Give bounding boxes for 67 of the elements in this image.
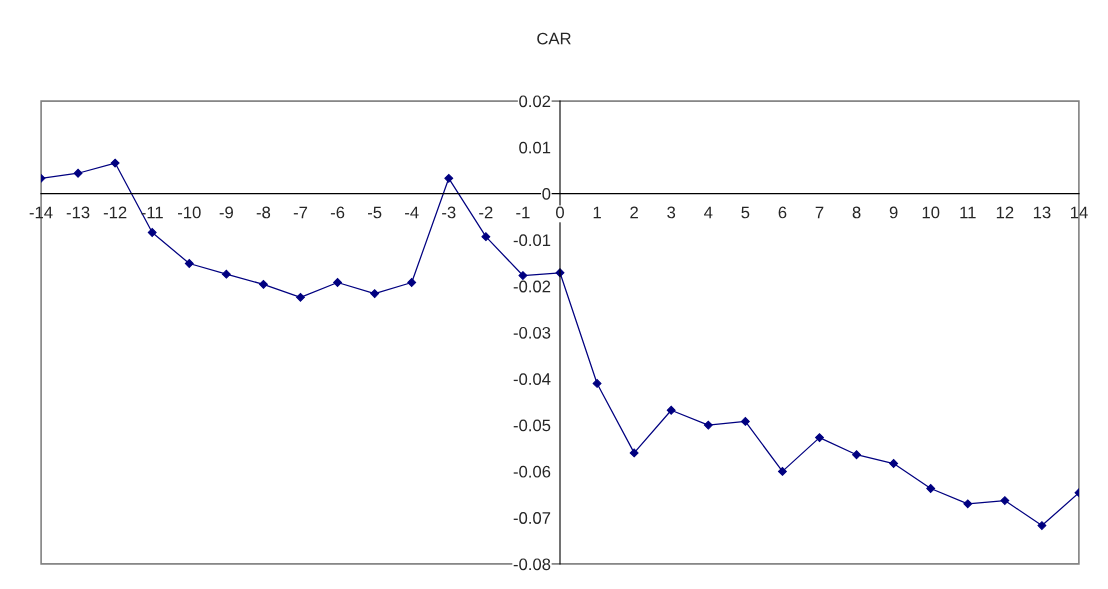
x-tick-label: -8 bbox=[256, 206, 271, 219]
y-tick-label: 0.01 bbox=[519, 141, 551, 154]
x-tick-label: -11 bbox=[141, 206, 163, 219]
x-tick-label: 2 bbox=[630, 206, 638, 219]
y-tick-label: -0.06 bbox=[513, 465, 551, 478]
x-tick-label: 3 bbox=[667, 206, 676, 219]
point bbox=[221, 269, 231, 279]
x-tick-label: 1 bbox=[593, 206, 601, 219]
point bbox=[1000, 496, 1010, 506]
point bbox=[666, 405, 676, 415]
point bbox=[1037, 521, 1047, 531]
x-tick-label: 13 bbox=[1033, 206, 1051, 219]
point bbox=[110, 158, 120, 168]
x-tick-label: -12 bbox=[103, 206, 127, 219]
x-tick-label: -4 bbox=[405, 206, 419, 219]
x-tick-label: -3 bbox=[442, 206, 456, 219]
y-tick-label: -0.05 bbox=[513, 419, 551, 432]
y-tick-label: 0.02 bbox=[519, 95, 551, 108]
point bbox=[889, 459, 899, 468]
x-tick-label: -10 bbox=[177, 206, 201, 219]
y-tick-label: -0.07 bbox=[513, 512, 551, 524]
point bbox=[629, 448, 639, 458]
x-tick-label: -2 bbox=[479, 206, 493, 219]
x-tick-label: 5 bbox=[741, 206, 750, 219]
x-tick-label: -13 bbox=[66, 206, 90, 219]
y-tick-label: -0.03 bbox=[513, 326, 551, 339]
x-tick-label: 12 bbox=[996, 206, 1014, 219]
y-tick-label: -0.02 bbox=[513, 280, 551, 293]
point bbox=[592, 378, 602, 388]
x-tick-label: 10 bbox=[922, 206, 940, 219]
point bbox=[926, 484, 936, 493]
y-tick-label: -0.01 bbox=[513, 234, 551, 247]
point bbox=[703, 420, 713, 430]
x-tick-label: 4 bbox=[704, 206, 713, 219]
x-tick-label: 7 bbox=[815, 206, 824, 219]
point bbox=[73, 168, 83, 178]
point bbox=[147, 228, 157, 237]
point bbox=[740, 416, 750, 426]
x-tick-label: -5 bbox=[367, 206, 382, 219]
y-tick-label: 0 bbox=[542, 188, 551, 200]
x-tick-label: 8 bbox=[852, 206, 861, 219]
point bbox=[777, 466, 787, 476]
x-tick-label: 11 bbox=[960, 206, 976, 219]
point bbox=[296, 292, 305, 302]
point bbox=[852, 450, 862, 460]
x-tick-label: -6 bbox=[330, 206, 345, 219]
point bbox=[258, 279, 268, 289]
point bbox=[815, 433, 824, 443]
y-tick-label: -0.04 bbox=[513, 373, 551, 385]
x-tick-label: 9 bbox=[889, 206, 898, 219]
x-tick-label: -1 bbox=[516, 206, 530, 219]
x-tick-label: -14 bbox=[29, 206, 53, 219]
point bbox=[518, 271, 528, 280]
chart-title: CAR bbox=[537, 32, 571, 45]
y-tick-label: -0.08 bbox=[513, 558, 551, 571]
point bbox=[481, 232, 491, 242]
point bbox=[184, 259, 194, 268]
point bbox=[333, 278, 343, 287]
x-tick-label: 6 bbox=[778, 206, 787, 219]
point bbox=[444, 173, 454, 183]
x-tick-label: 14 bbox=[1071, 206, 1088, 219]
x-tick-label: 0 bbox=[556, 206, 564, 219]
x-tick-label: -9 bbox=[219, 206, 233, 219]
point bbox=[963, 499, 973, 509]
point bbox=[407, 278, 417, 287]
point bbox=[370, 289, 380, 299]
x-tick-label: -7 bbox=[293, 206, 308, 219]
